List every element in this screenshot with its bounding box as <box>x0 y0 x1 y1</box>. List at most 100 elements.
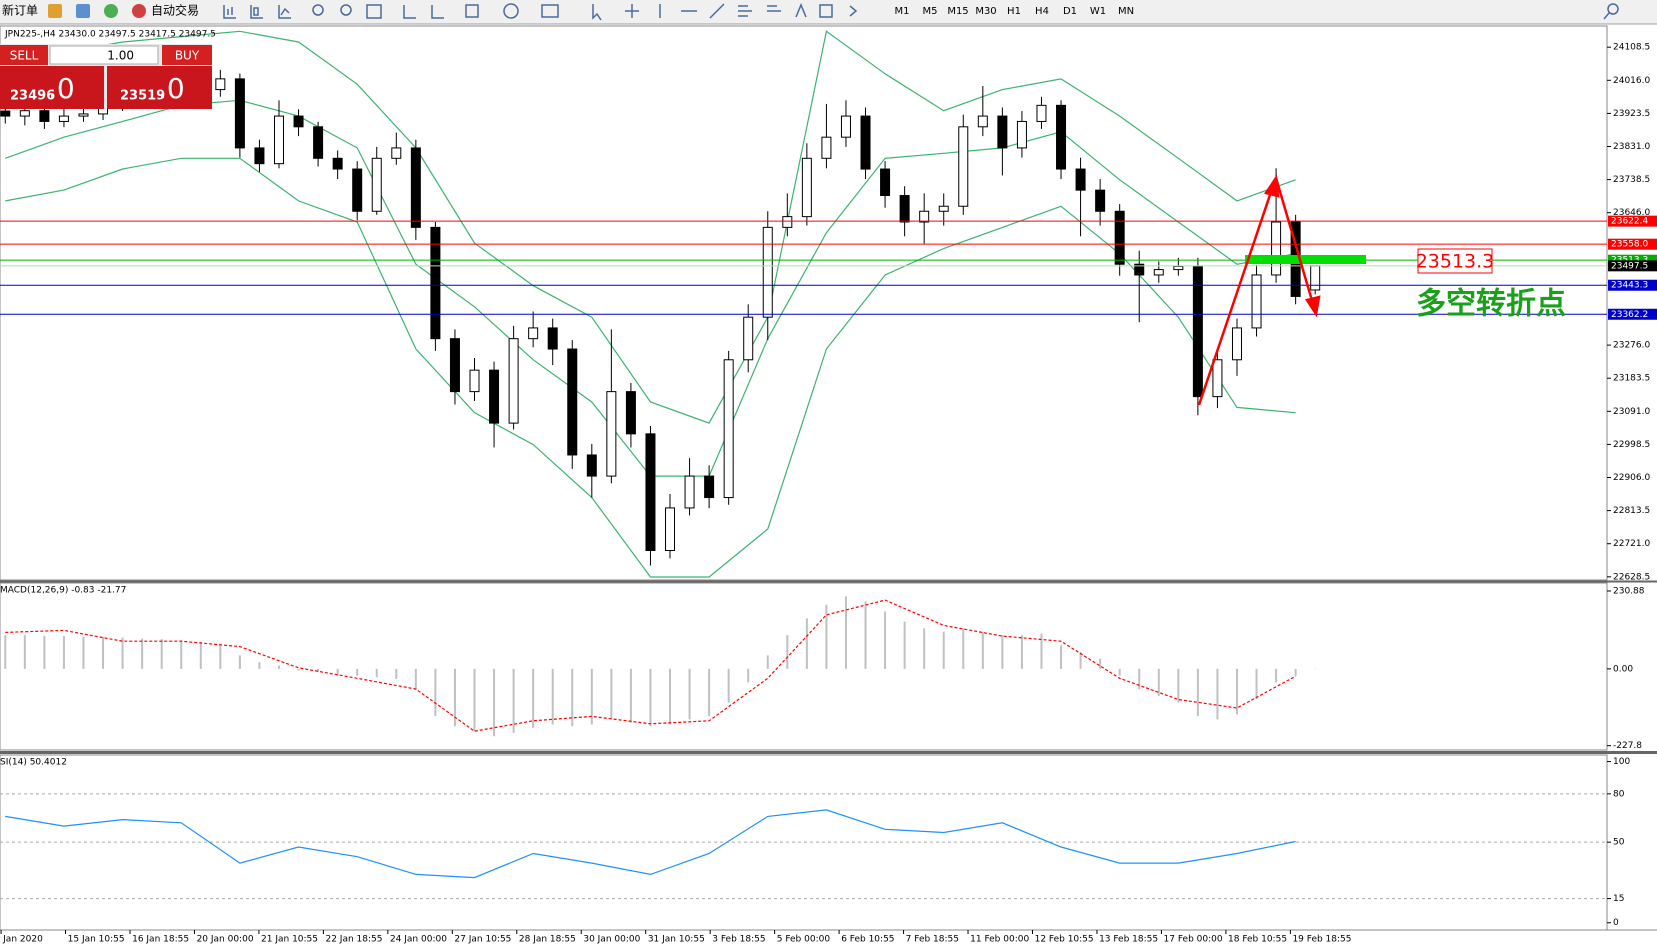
icon[interactable] <box>709 3 725 19</box>
candle-body <box>352 168 363 212</box>
timeframe-button[interactable]: MN <box>1118 6 1134 17</box>
y-tick-label: 23923.5 <box>1613 109 1650 119</box>
arrow-head <box>1263 174 1280 198</box>
signal-line <box>5 599 1296 732</box>
buy-price-box[interactable] <box>107 66 212 109</box>
y-tick-label: 0.00 <box>1613 664 1633 674</box>
sell-label[interactable]: SELL <box>10 49 39 63</box>
candle-body <box>78 113 89 117</box>
sell-button[interactable] <box>0 45 48 65</box>
icon[interactable] <box>76 4 90 18</box>
x-tick-label: 20 Jan 00:00 <box>197 935 254 945</box>
candle-body <box>977 115 988 128</box>
candle-body <box>58 115 69 122</box>
x-tick-label: 19 Feb 18:55 <box>1292 935 1351 945</box>
candle-body <box>860 115 871 170</box>
candle-body <box>0 110 11 117</box>
icon[interactable] <box>223 5 236 19</box>
icon[interactable] <box>503 3 519 19</box>
x-tick-label: 28 Jan 18:55 <box>519 935 576 945</box>
y-tick-label: 22813.5 <box>1613 506 1650 516</box>
timeframe-button[interactable]: M5 <box>923 6 938 17</box>
icon[interactable] <box>625 4 639 18</box>
candle-body <box>391 147 402 159</box>
price-box <box>1417 248 1493 274</box>
candle-body <box>293 115 304 128</box>
new-order-button[interactable]: 新订单 <box>2 3 38 18</box>
timeframe-button[interactable]: D1 <box>1063 6 1077 17</box>
auto-trading-button[interactable]: 自动交易 <box>151 3 199 18</box>
y-tick-label: 230.88 <box>1613 586 1645 596</box>
icon[interactable] <box>738 5 752 17</box>
volume-value[interactable]: 1.00 <box>107 49 134 63</box>
icon[interactable] <box>48 4 62 18</box>
candle-body <box>1192 265 1203 398</box>
icon[interactable] <box>104 4 118 18</box>
icon[interactable] <box>819 4 833 18</box>
candle-body <box>469 369 480 393</box>
icon[interactable] <box>250 5 263 19</box>
candle-body <box>508 338 519 424</box>
icon[interactable] <box>795 3 807 18</box>
y-tick-label: 22998.5 <box>1613 440 1650 450</box>
icon[interactable] <box>465 4 479 18</box>
x-tick-label: Jan 2020 <box>2 935 43 945</box>
icon[interactable] <box>403 5 416 19</box>
x-tick-label: 27 Jan 10:55 <box>454 935 511 945</box>
icon[interactable] <box>278 5 291 19</box>
buy-label[interactable]: BUY <box>175 49 200 63</box>
icon[interactable] <box>132 4 146 18</box>
icon[interactable] <box>541 4 559 18</box>
icon[interactable] <box>431 5 444 19</box>
tool-icons <box>223 3 1619 21</box>
y-tick-label: 23276.0 <box>1613 341 1650 351</box>
candle-body <box>410 147 421 228</box>
main-chart: 24108.5 24016.0 23923.5 23831.0 23738.5 23646… <box>0 30 1657 582</box>
timeframe-button[interactable]: H1 <box>1007 6 1021 17</box>
icon[interactable] <box>312 4 324 16</box>
timeframe-button[interactable]: W1 <box>1090 6 1106 17</box>
sell-price[interactable]: 23496 <box>10 89 55 104</box>
candle-body <box>1056 104 1067 170</box>
candle-body <box>645 433 656 552</box>
y-tick-label: 0 <box>1613 918 1619 928</box>
timeframe-bar: M1 M5 M15 M30 H1 H4 D1 W1 MN <box>895 6 1135 17</box>
search-icon[interactable] <box>1603 12 1610 20</box>
icon[interactable] <box>767 5 781 12</box>
y-tick-label: 50 <box>1613 838 1625 848</box>
candle-body <box>567 348 578 456</box>
arrow <box>1197 185 1275 406</box>
x-tick-label: 5 Feb 00:00 <box>777 935 831 945</box>
toolbar <box>0 0 1657 24</box>
y-tick-label: 24108.5 <box>1613 43 1650 53</box>
icon[interactable] <box>366 4 382 19</box>
icon[interactable] <box>340 4 352 16</box>
icon[interactable] <box>849 5 858 17</box>
highlight-bar <box>1245 255 1366 264</box>
y-tick-label: 22721.0 <box>1613 539 1650 549</box>
macd-label: MACD(12,26,9) -0.83 -21.77 <box>0 586 126 596</box>
candle-body <box>273 115 284 165</box>
buy-price[interactable]: 23519 <box>120 89 165 104</box>
buy-fraction[interactable]: .0 <box>158 72 185 105</box>
candle-body <box>1075 168 1086 191</box>
timeframe-button[interactable]: M30 <box>975 6 996 17</box>
candle-body <box>1016 120 1027 149</box>
x-tick-label: 11 Feb 00:00 <box>970 935 1029 945</box>
level-label: 23362.2 <box>1611 310 1648 320</box>
sell-price-box[interactable] <box>0 66 104 109</box>
timeframe-button[interactable]: H4 <box>1035 6 1049 17</box>
timeframe-button[interactable]: M1 <box>895 6 910 17</box>
y-tick-label: 24016.0 <box>1613 76 1650 86</box>
x-tick-label: 15 Jan 10:55 <box>68 935 125 945</box>
timeframe-button[interactable]: M15 <box>947 6 968 17</box>
rsi-chart: 100 80 50 15 0 Jan 2020 15 Jan 10:55 16 Jan 18:… <box>0 757 1630 945</box>
sell-fraction[interactable]: .0 <box>48 72 75 105</box>
buy-button[interactable] <box>162 45 212 65</box>
icon[interactable] <box>592 4 602 21</box>
x-tick-label: 7 Feb 18:55 <box>906 935 959 945</box>
search-icon[interactable] <box>1607 3 1619 15</box>
volume-input[interactable] <box>49 45 159 65</box>
candle-body <box>821 136 832 159</box>
